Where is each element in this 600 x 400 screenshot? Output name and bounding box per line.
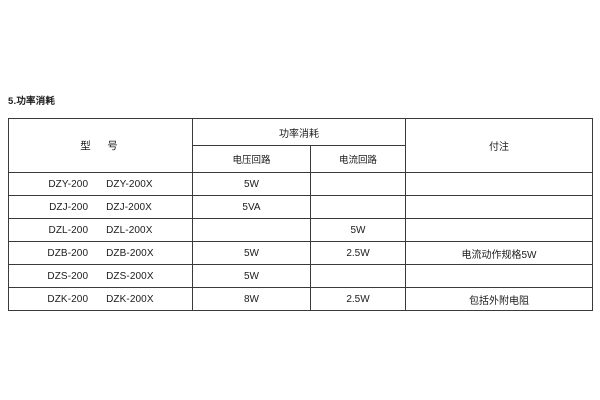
- cell-model: DZK-200 DZK-200X: [8, 287, 193, 311]
- cell-voltage-circuit: [192, 218, 311, 242]
- table-row: DZY-200 DZY-200X 5W: [8, 172, 593, 196]
- cell-voltage-circuit: 5VA: [192, 195, 311, 219]
- table-row: DZK-200 DZK-200X 8W 2.5W 包括外附电阻: [8, 287, 593, 311]
- column-header-power-group: 功率消耗: [192, 118, 406, 146]
- table-row: DZL-200 DZL-200X 5W: [8, 218, 593, 242]
- cell-current-circuit: [310, 172, 406, 196]
- model-code-primary: DZL-200: [48, 224, 89, 236]
- column-header-voltage-circuit: 电压回路: [192, 145, 311, 173]
- cell-model: DZY-200 DZY-200X: [8, 172, 193, 196]
- model-code-primary: DZY-200: [48, 178, 89, 190]
- cell-model: DZJ-200 DZJ-200X: [8, 195, 193, 219]
- cell-current-circuit: [310, 264, 406, 288]
- table-header: 型 号 功率消耗 付注 电压回路 电流回路: [8, 118, 593, 173]
- model-code-variant: DZL-200X: [106, 224, 153, 236]
- model-code-primary: DZB-200: [47, 247, 89, 259]
- model-code-primary: DZJ-200: [49, 201, 89, 213]
- table-row: DZS-200 DZS-200X 5W: [8, 264, 593, 288]
- model-code-variant: DZK-200X: [106, 293, 154, 305]
- cell-current-circuit: 2.5W: [310, 287, 406, 311]
- cell-remark: [405, 264, 593, 288]
- column-header-current-circuit: 电流回路: [310, 145, 406, 173]
- cell-model: DZS-200 DZS-200X: [8, 264, 193, 288]
- column-header-model: 型 号: [8, 118, 193, 173]
- cell-model: DZB-200 DZB-200X: [8, 241, 193, 265]
- cell-voltage-circuit: 5W: [192, 241, 311, 265]
- model-code-variant: DZS-200X: [106, 270, 154, 282]
- model-code-variant: DZB-200X: [106, 247, 154, 259]
- cell-model: DZL-200 DZL-200X: [8, 218, 193, 242]
- model-code-variant: DZY-200X: [106, 178, 153, 190]
- power-consumption-table-wrapper: 型 号 功率消耗 付注 电压回路 电流回路 DZY-200 DZY-200X: [8, 118, 593, 311]
- table-row: DZJ-200 DZJ-200X 5VA: [8, 195, 593, 219]
- cell-remark: [405, 195, 593, 219]
- cell-voltage-circuit: 8W: [192, 287, 311, 311]
- cell-current-circuit: 2.5W: [310, 241, 406, 265]
- cell-remark: [405, 218, 593, 242]
- cell-remark: 电流动作规格5W: [405, 241, 593, 265]
- cell-voltage-circuit: 5W: [192, 264, 311, 288]
- section-title: 5.功率消耗: [8, 96, 56, 107]
- cell-current-circuit: 5W: [310, 218, 406, 242]
- model-code-primary: DZS-200: [47, 270, 89, 282]
- table-body: DZY-200 DZY-200X 5W DZJ-200 DZJ-200X: [8, 172, 593, 311]
- cell-remark: 包括外附电阻: [405, 287, 593, 311]
- power-consumption-table: 型 号 功率消耗 付注 电压回路 电流回路 DZY-200 DZY-200X: [8, 118, 593, 311]
- table-row: DZB-200 DZB-200X 5W 2.5W 电流动作规格5W: [8, 241, 593, 265]
- model-code-primary: DZK-200: [47, 293, 89, 305]
- cell-remark: [405, 172, 593, 196]
- table-header-row-1: 型 号 功率消耗 付注: [8, 118, 593, 173]
- model-code-variant: DZJ-200X: [106, 201, 152, 213]
- cell-voltage-circuit: 5W: [192, 172, 311, 196]
- cell-current-circuit: [310, 195, 406, 219]
- column-header-remark: 付注: [405, 118, 593, 173]
